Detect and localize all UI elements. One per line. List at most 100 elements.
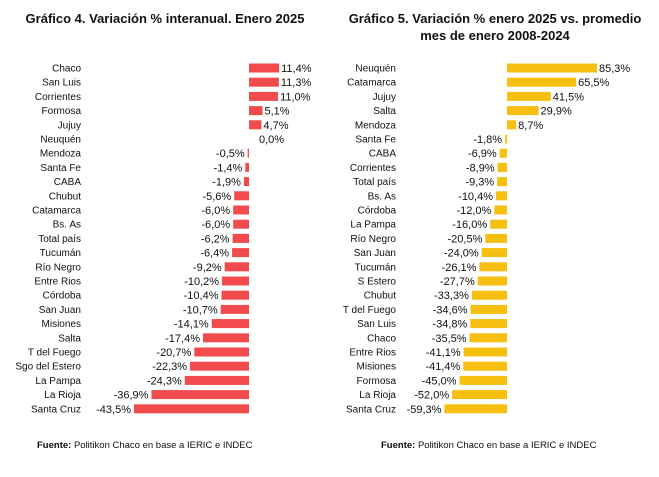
bar xyxy=(507,63,597,73)
category-label: Corrientes xyxy=(35,92,81,103)
bar xyxy=(497,177,507,187)
data-label: -10,7% xyxy=(183,304,218,316)
data-label: -36,9% xyxy=(114,390,149,402)
bar xyxy=(507,91,551,101)
data-label: -24,3% xyxy=(147,375,182,387)
bar xyxy=(134,404,249,414)
category-label: Salta xyxy=(373,106,396,117)
bar-chart-1: Chaco 11,4% San Luis 11,3% Corrientes 11,0% Fo… xyxy=(15,63,311,416)
category-label: Tucumán xyxy=(40,248,81,259)
bar xyxy=(249,91,279,101)
category-label: Catamarca xyxy=(347,78,396,89)
chart-panel-2: Gráfico 5. Variación % enero 2025 vs. pr… xyxy=(330,0,659,477)
bar xyxy=(249,120,262,130)
bar xyxy=(233,219,249,229)
category-label: Corrientes xyxy=(350,163,396,174)
category-label: S Estero xyxy=(358,277,397,288)
category-label: Total país xyxy=(353,177,396,188)
bar xyxy=(245,162,249,172)
data-label: -16,0% xyxy=(452,219,487,231)
chart-title-1: Gráfico 4. Variación % interanual. Enero… xyxy=(25,11,305,26)
data-label: -26,1% xyxy=(442,262,477,274)
category-label: Formosa xyxy=(42,106,82,117)
category-label: Sgo del Estero xyxy=(15,362,81,373)
chart-title-2: Gráfico 5. Variación % enero 2025 vs. pr… xyxy=(348,11,642,43)
bar xyxy=(470,304,507,314)
data-label: 8,7% xyxy=(518,120,543,132)
bar-chart-2: Neuquén 85,3% Catamarca 65,5% Jujuy 41,5% Salt… xyxy=(343,63,631,416)
data-label: -14,1% xyxy=(174,319,209,331)
bar xyxy=(190,361,249,371)
bar xyxy=(249,77,279,87)
bar xyxy=(232,233,249,243)
category-label: Misiones xyxy=(357,362,396,373)
data-label: -8,9% xyxy=(466,162,495,174)
category-label: Neuquén xyxy=(40,135,81,146)
data-label: -52,0% xyxy=(414,390,449,402)
data-label: -17,4% xyxy=(165,333,200,345)
category-label: Jujuy xyxy=(373,92,396,103)
bar xyxy=(496,191,507,201)
category-label: Chaco xyxy=(367,333,396,344)
bar xyxy=(220,304,249,314)
data-label: -35,5% xyxy=(432,333,467,345)
data-label: -5,6% xyxy=(202,191,231,203)
category-label: Córdoba xyxy=(358,206,397,217)
data-label: -41,1% xyxy=(426,347,461,359)
bar xyxy=(221,290,249,300)
category-label: CABA xyxy=(369,149,397,160)
category-label: Tucumán xyxy=(355,262,396,273)
data-label: -0,5% xyxy=(216,148,245,160)
source-text-2: Politikon Chaco en base a IERIC e INDEC xyxy=(415,440,597,451)
data-label: 11,0% xyxy=(280,91,311,103)
category-label: Formosa xyxy=(357,376,397,387)
category-label: San Luis xyxy=(42,78,81,89)
category-label: La Pampa xyxy=(350,220,396,231)
bar xyxy=(463,361,507,371)
category-label: San Juan xyxy=(354,248,396,259)
data-label: 85,3% xyxy=(599,63,630,75)
category-label: Santa Fe xyxy=(40,163,81,174)
bar xyxy=(507,106,539,116)
data-label: -41,4% xyxy=(425,361,460,373)
bar xyxy=(494,205,507,215)
data-label: -12,0% xyxy=(456,205,491,217)
data-label: -24,0% xyxy=(444,248,479,260)
data-label: -6,9% xyxy=(468,148,497,160)
data-label: -6,4% xyxy=(200,248,229,260)
bar xyxy=(507,120,517,130)
data-label: -10,4% xyxy=(184,290,219,302)
data-label: -1,9% xyxy=(212,177,241,189)
source-label-2: Fuente: xyxy=(381,440,416,451)
bar xyxy=(469,333,507,343)
category-label: Chaco xyxy=(52,64,81,75)
bar xyxy=(477,276,507,286)
bar xyxy=(444,404,507,414)
category-label: Río Negro xyxy=(350,234,396,245)
source-note-1: Fuente: Politikon Chaco en base a IERIC … xyxy=(37,440,252,451)
source-text-1: Politikon Chaco en base a IERIC e INDEC xyxy=(71,440,253,451)
data-label: -22,3% xyxy=(152,361,187,373)
bar xyxy=(243,177,249,187)
bar xyxy=(452,390,507,400)
category-label: Mendoza xyxy=(355,120,397,131)
data-label: -9,3% xyxy=(465,177,494,189)
bar xyxy=(459,375,507,385)
data-label: -33,3% xyxy=(434,290,469,302)
bar xyxy=(234,191,249,201)
bar xyxy=(233,205,249,215)
category-label: La Rioja xyxy=(359,390,396,401)
category-label: La Rioja xyxy=(44,390,81,401)
bar xyxy=(247,148,249,158)
data-label: -6,2% xyxy=(201,233,230,245)
data-label: -6,0% xyxy=(201,205,230,217)
category-label: Mendoza xyxy=(40,149,82,160)
category-label: Bs. As xyxy=(368,191,396,202)
category-label: Santa Cruz xyxy=(31,404,81,415)
data-label: 0,0% xyxy=(259,134,284,146)
data-label: -1,8% xyxy=(473,134,502,146)
data-label: 41,5% xyxy=(553,91,584,103)
bar xyxy=(505,134,507,144)
bar xyxy=(497,162,507,172)
data-label: 65,5% xyxy=(578,77,609,89)
